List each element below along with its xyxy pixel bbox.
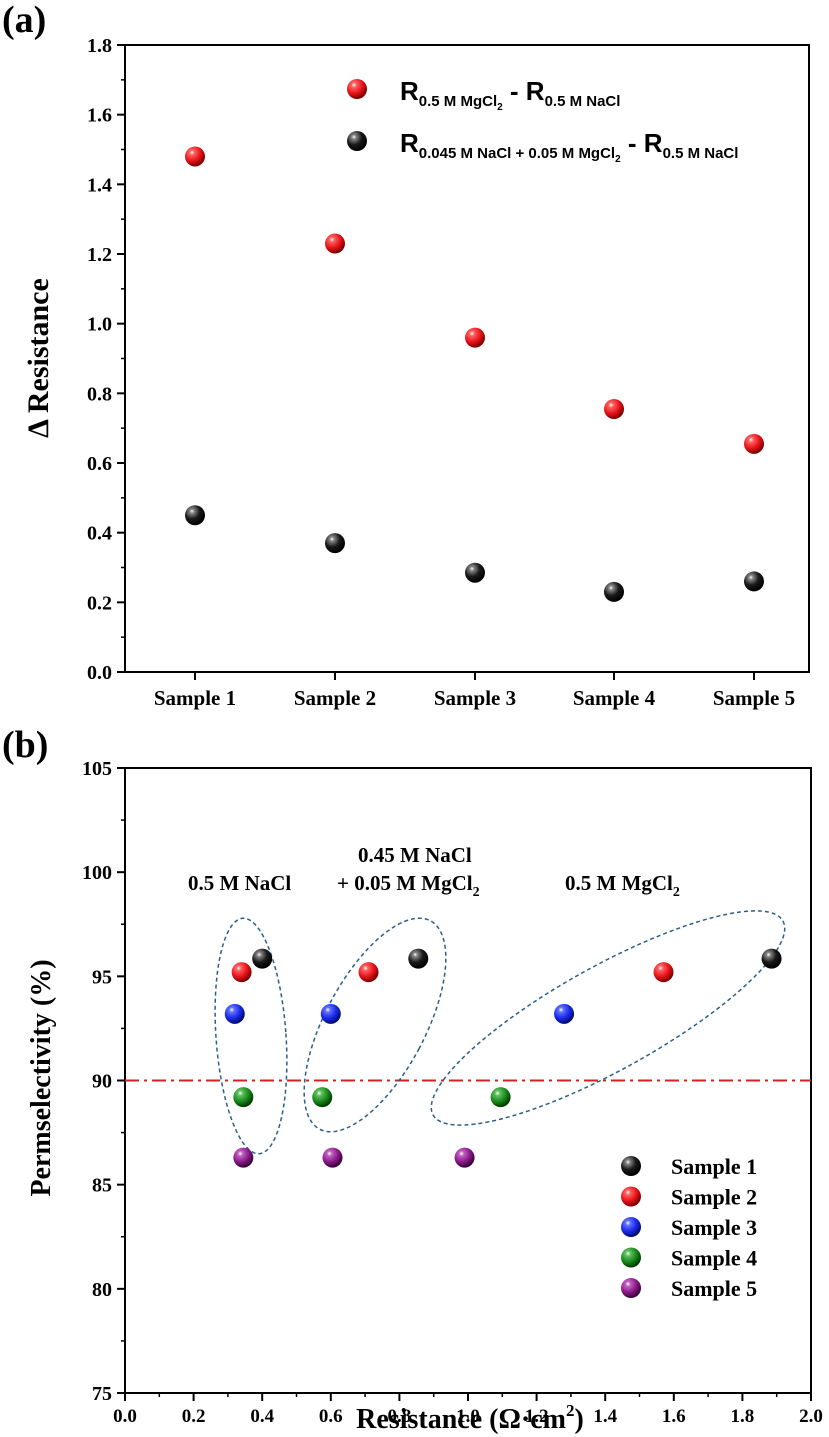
x-tick-label: 1.4 (593, 1406, 617, 1427)
point-sample-5-1 (233, 1147, 254, 1168)
group-ellipse-nacl (214, 917, 288, 1155)
point-sample-2-1 (231, 962, 252, 983)
legend-label-sample-1: Sample 1 (671, 1154, 757, 1179)
legend-marker-sample-5 (621, 1278, 641, 1298)
legend-marker-series-2 (347, 131, 367, 151)
y-tick-label: 0.0 (87, 662, 112, 684)
y-tick-label: 1.0 (87, 314, 112, 336)
point-sample-5-2 (322, 1147, 343, 1168)
x-tick-label: 0.6 (319, 1406, 343, 1427)
point-series-1-sample-3 (465, 327, 485, 348)
group-label-mixed-line2: + 0.05 M MgCl2 (337, 871, 480, 900)
y-tick-label: 105 (82, 758, 112, 780)
y-tick-label: 1.6 (87, 105, 112, 127)
legend-point-series-1 (347, 79, 367, 99)
y-tick-label: 0.2 (87, 592, 112, 614)
legend-marker-sample-2 (621, 1186, 641, 1207)
panel-a-data-points (185, 146, 764, 602)
panel-a-label: (a) (2, 0, 46, 41)
x-tick-label: Sample 2 (294, 686, 376, 710)
y-tick-label: 90 (92, 1071, 112, 1093)
point-sample-5-3 (454, 1147, 475, 1168)
point-sample-4-1 (233, 1087, 254, 1108)
point-sample-4-2 (312, 1087, 333, 1108)
panel-a-x-axis: Sample 1 Sample 2 Sample 3 Sample 4 Sample 5 (154, 672, 795, 710)
x-tick-label: 0.4 (250, 1406, 274, 1427)
group-ellipse-mgcl2 (430, 910, 786, 1126)
panel-a-y-axis: 0.0 0.2 0.4 0.6 0.8 1.0 1.2 1.4 1.6 1.8 (87, 35, 125, 684)
y-tick-label: 0.6 (87, 453, 112, 475)
legend-point-series-2 (347, 131, 367, 151)
group-label-nacl: 0.5 M NaCl (188, 871, 291, 895)
group-ellipse-mixed (303, 917, 447, 1133)
panel-b-x-axis-label: Resistance (Ω·cm2) (356, 1401, 584, 1435)
panel-b-data-points (224, 948, 782, 1168)
legend-label-sample-4: Sample 4 (671, 1246, 757, 1271)
point-sample-2-3 (653, 962, 674, 983)
x-tick-label: Sample 4 (573, 686, 656, 710)
point-sample-3-1 (224, 1003, 245, 1024)
y-tick-label: 95 (92, 966, 112, 988)
legend-marker-sample-3 (621, 1217, 641, 1237)
group-label-mixed-line1: 0.45 M NaCl (358, 843, 472, 867)
x-tick-label: 1.2 (525, 1406, 549, 1427)
panel-b-y-axis-label: Permselectivity (%) (26, 959, 57, 1196)
point-series-2-sample-1 (185, 505, 205, 526)
point-sample-4-3 (490, 1087, 511, 1108)
panel-a-y-axis-label: Δ Resistance (22, 278, 55, 438)
legend-marker-sample-1 (621, 1156, 641, 1176)
legend-marker-series-1 (347, 79, 367, 99)
point-series-1-sample-5 (744, 433, 764, 454)
legend-label-series-2: R0.045 M NaCl + 0.05 M MgCl2 - R0.5 M Na… (400, 128, 738, 165)
x-tick-label: 0.0 (113, 1406, 137, 1427)
x-tick-label: 0.2 (182, 1406, 206, 1427)
point-series-2-sample-2 (325, 533, 345, 554)
panel-a: (a) 0.0 0.2 0.4 0.6 0.8 1.0 1.2 1.4 1.6 1.8 Sampl… (2, 0, 810, 710)
y-tick-label: 0.8 (87, 383, 112, 405)
point-series-1-sample-4 (604, 399, 624, 420)
point-series-1-sample-1 (185, 146, 205, 167)
point-series-2-sample-5 (744, 571, 764, 592)
group-label-mgcl2: 0.5 M MgCl2 (565, 871, 680, 900)
point-sample-1-3 (761, 948, 782, 969)
legend-label-series-1: R0.5 M MgCl2 - R0.5 M NaCl (400, 76, 620, 113)
point-sample-3-2 (320, 1003, 341, 1024)
x-tick-label: Sample 1 (154, 686, 236, 710)
panel-b-y-axis: 75 80 85 90 95 100 105 (82, 758, 125, 1405)
y-tick-label: 1.8 (87, 35, 112, 57)
x-tick-label: Sample 5 (713, 686, 795, 710)
x-tick-label: 1.8 (731, 1406, 755, 1427)
x-tick-label: Sample 3 (434, 686, 516, 710)
panel-b: (b) 75 80 85 90 95 100 105 0.0 0.2 0.4 0.6 0.8 1.0 1… (2, 724, 823, 1435)
legend-label-sample-3: Sample 3 (671, 1215, 757, 1240)
y-tick-label: 80 (92, 1279, 112, 1301)
panel-b-label: (b) (2, 724, 48, 766)
y-tick-label: 1.4 (87, 174, 112, 196)
y-tick-label: 0.4 (87, 523, 112, 545)
point-sample-2-2 (358, 962, 379, 983)
point-sample-1-2 (408, 948, 429, 969)
point-series-1-sample-2 (325, 233, 345, 254)
x-tick-label: 2.0 (799, 1406, 823, 1427)
legend-label-sample-5: Sample 5 (671, 1276, 757, 1301)
x-tick-label: 0.8 (388, 1406, 412, 1427)
y-tick-label: 75 (92, 1383, 112, 1405)
point-series-2-sample-4 (604, 581, 624, 602)
y-tick-label: 1.2 (87, 244, 112, 266)
panel-b-legend: Sample 1 Sample 2 Sample 3 Sample 4 Sample 5 (621, 1154, 757, 1301)
point-series-2-sample-3 (465, 562, 485, 583)
legend-label-sample-2: Sample 2 (671, 1185, 757, 1210)
y-tick-label: 100 (82, 862, 112, 884)
point-sample-1-1 (252, 948, 273, 969)
panel-a-legend: R0.5 M MgCl2 - R0.5 M NaCl R0.045 M NaCl… (347, 76, 738, 165)
point-sample-3-3 (554, 1003, 575, 1024)
panel-b-x-axis: 0.0 0.2 0.4 0.6 0.8 1.0 1.2 1.4 1.6 1.8 2.0 (113, 1393, 823, 1427)
legend-marker-sample-4 (621, 1247, 641, 1268)
x-tick-label: 1.6 (662, 1406, 686, 1427)
y-tick-label: 85 (92, 1175, 112, 1197)
x-tick-label: 1.0 (456, 1406, 480, 1427)
